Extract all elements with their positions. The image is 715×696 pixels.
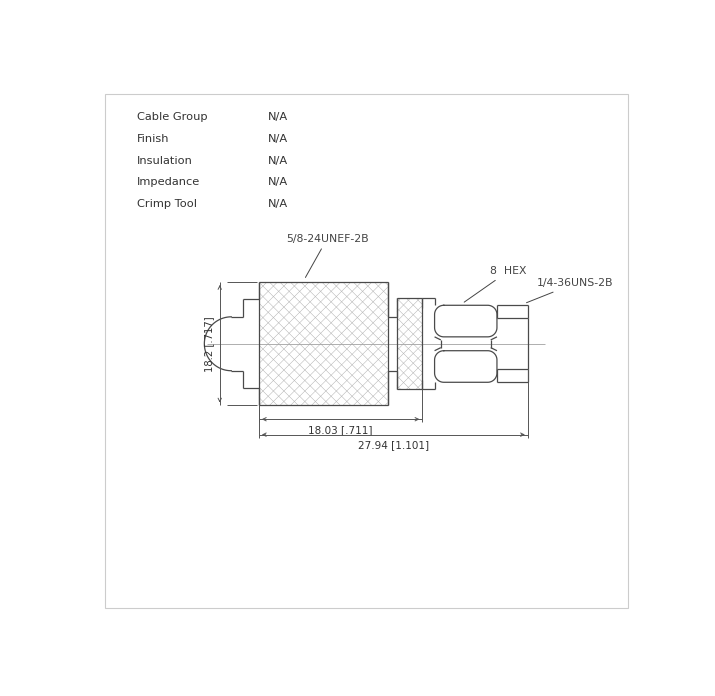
Text: 18.2 [.717]: 18.2 [.717] bbox=[204, 316, 214, 372]
Text: N/A: N/A bbox=[268, 155, 288, 166]
Text: 8  HEX: 8 HEX bbox=[464, 266, 527, 302]
Text: 27.94 [1.101]: 27.94 [1.101] bbox=[358, 440, 429, 450]
Text: Crimp Tool: Crimp Tool bbox=[137, 198, 197, 209]
Text: 5/8-24UNEF-2B: 5/8-24UNEF-2B bbox=[286, 234, 368, 278]
Text: N/A: N/A bbox=[268, 134, 288, 144]
Text: 18.03 [.711]: 18.03 [.711] bbox=[308, 425, 373, 434]
Text: Cable Group: Cable Group bbox=[137, 112, 208, 122]
Text: N/A: N/A bbox=[268, 112, 288, 122]
Text: N/A: N/A bbox=[268, 198, 288, 209]
Text: 1/4-36UNS-2B: 1/4-36UNS-2B bbox=[526, 278, 613, 303]
Text: Impedance: Impedance bbox=[137, 177, 201, 187]
Text: Finish: Finish bbox=[137, 134, 170, 144]
Text: N/A: N/A bbox=[268, 177, 288, 187]
Text: Insulation: Insulation bbox=[137, 155, 193, 166]
